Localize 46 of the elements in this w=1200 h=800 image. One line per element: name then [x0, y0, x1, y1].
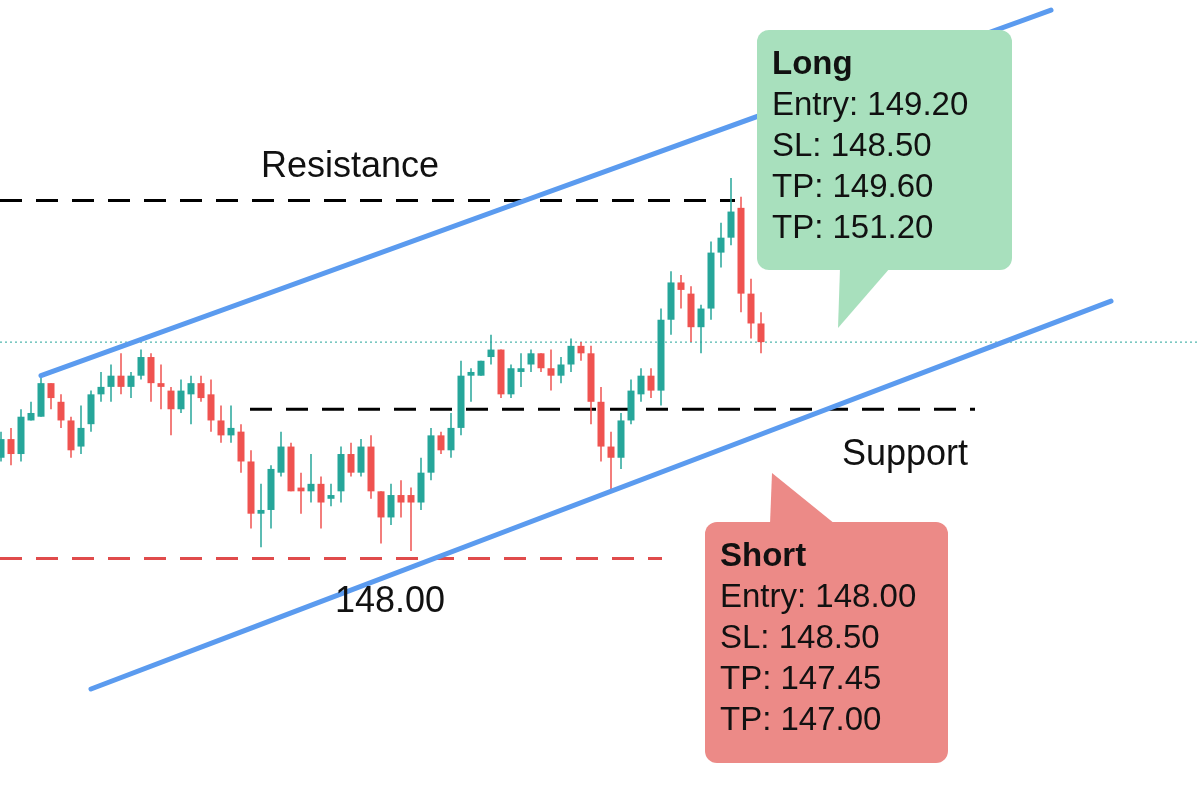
candlestick: [567, 337, 575, 373]
candlestick: [97, 371, 105, 403]
candlestick: [397, 479, 405, 519]
candlestick: [317, 475, 325, 530]
candlestick: [127, 371, 135, 399]
candlestick: [697, 304, 705, 355]
candlestick: [57, 393, 65, 429]
candlestick: [717, 222, 725, 269]
candlestick: [447, 412, 455, 459]
candlestick: [7, 427, 15, 466]
annotation: Short Entry: 148.00 SL: 148.50 TP: 147.45 TP: 147.00: [720, 536, 917, 737]
candlestick: [487, 333, 495, 366]
ref-line-label: Support: [841, 432, 969, 473]
candlestick: [647, 367, 655, 399]
annotation: Long Entry: 149.20 SL: 148.50 TP: 149.60 TP: 151.20: [772, 44, 969, 245]
candlestick: [387, 483, 395, 526]
candlestick: [137, 348, 145, 381]
candlestick: [307, 453, 315, 504]
candlestick: [437, 430, 445, 455]
candlestick: [77, 404, 85, 455]
candlestick: [257, 483, 265, 549]
candlestick: [157, 363, 165, 411]
candlestick: [537, 352, 545, 373]
candlestick: [177, 378, 185, 414]
candlestick: [517, 352, 525, 388]
candlestick: [557, 356, 565, 384]
text: 148.00: [334, 579, 446, 620]
candlestick: [347, 442, 355, 478]
candlestick: [107, 363, 115, 403]
candlestick: [197, 374, 205, 403]
candlestick: [577, 341, 585, 362]
candlestick: [117, 352, 125, 396]
candlestick: [407, 486, 415, 552]
candlestick: [187, 374, 195, 425]
candlestick: [327, 483, 335, 507]
ref-line-label: Resistance: [260, 144, 440, 185]
candlestick: [217, 404, 225, 444]
candlestick: [527, 348, 535, 373]
candlestick: [637, 367, 645, 403]
candlestick: [547, 348, 555, 392]
candlestick: [167, 386, 175, 437]
candlestick: [757, 311, 765, 355]
candlestick: [677, 274, 685, 310]
candlestick: [47, 382, 55, 411]
candlestick: [467, 367, 475, 403]
candlestick: [227, 404, 235, 444]
